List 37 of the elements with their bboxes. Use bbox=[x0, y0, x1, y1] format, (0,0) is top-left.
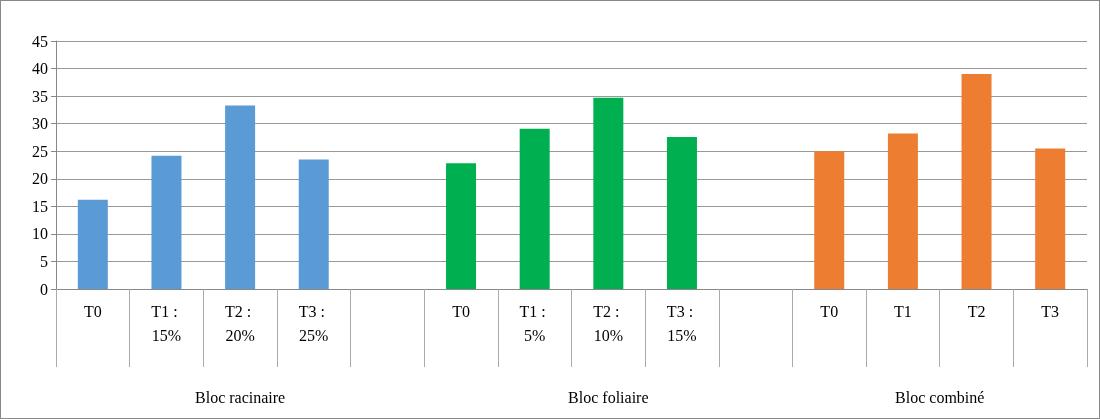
x-tick-label: T3 : 15% bbox=[666, 302, 698, 344]
x-tick-label: T0 bbox=[452, 302, 470, 320]
bar bbox=[593, 97, 624, 289]
bar bbox=[151, 155, 182, 289]
bar bbox=[519, 128, 550, 289]
x-tick-label: T2 bbox=[967, 302, 986, 320]
x-tick-label: T3 : 25% bbox=[298, 302, 329, 344]
bar bbox=[887, 133, 918, 289]
y-tick-label: 5 bbox=[40, 252, 48, 270]
x-tick-label: T1 bbox=[894, 302, 912, 320]
bar bbox=[814, 151, 845, 289]
x-tick-label: T3 bbox=[1041, 302, 1060, 320]
y-tick-label: 0 bbox=[40, 280, 48, 298]
y-tick-label: 35 bbox=[32, 87, 48, 105]
x-tick-label: T1 : 5% bbox=[519, 302, 550, 344]
text: Bloc foliaire bbox=[568, 388, 649, 406]
x-tick-label: T1 : 15% bbox=[151, 302, 182, 344]
y-tick-label: 15 bbox=[32, 197, 48, 215]
bar bbox=[961, 74, 992, 289]
y-tick-label: 30 bbox=[32, 115, 48, 133]
bar bbox=[446, 163, 477, 289]
x-tick-label: T2 : 20% bbox=[225, 302, 256, 344]
y-tick-label: 25 bbox=[32, 142, 48, 160]
bar bbox=[1035, 148, 1066, 289]
y-tick-label: 20 bbox=[32, 170, 48, 188]
y-tick-label: 45 bbox=[32, 32, 48, 50]
y-tick-label: 10 bbox=[32, 225, 48, 243]
x-tick-label: T2 : 10% bbox=[593, 302, 624, 344]
text: Bloc racinaire bbox=[195, 388, 286, 406]
bar bbox=[666, 136, 697, 289]
bar bbox=[77, 199, 108, 289]
bar bbox=[225, 105, 256, 289]
x-tick-label: T0 bbox=[820, 302, 839, 320]
x-tick-label: T0 bbox=[83, 302, 102, 320]
y-tick-label: 40 bbox=[32, 60, 48, 78]
text: Bloc combiné bbox=[895, 388, 985, 406]
bar bbox=[298, 159, 329, 289]
